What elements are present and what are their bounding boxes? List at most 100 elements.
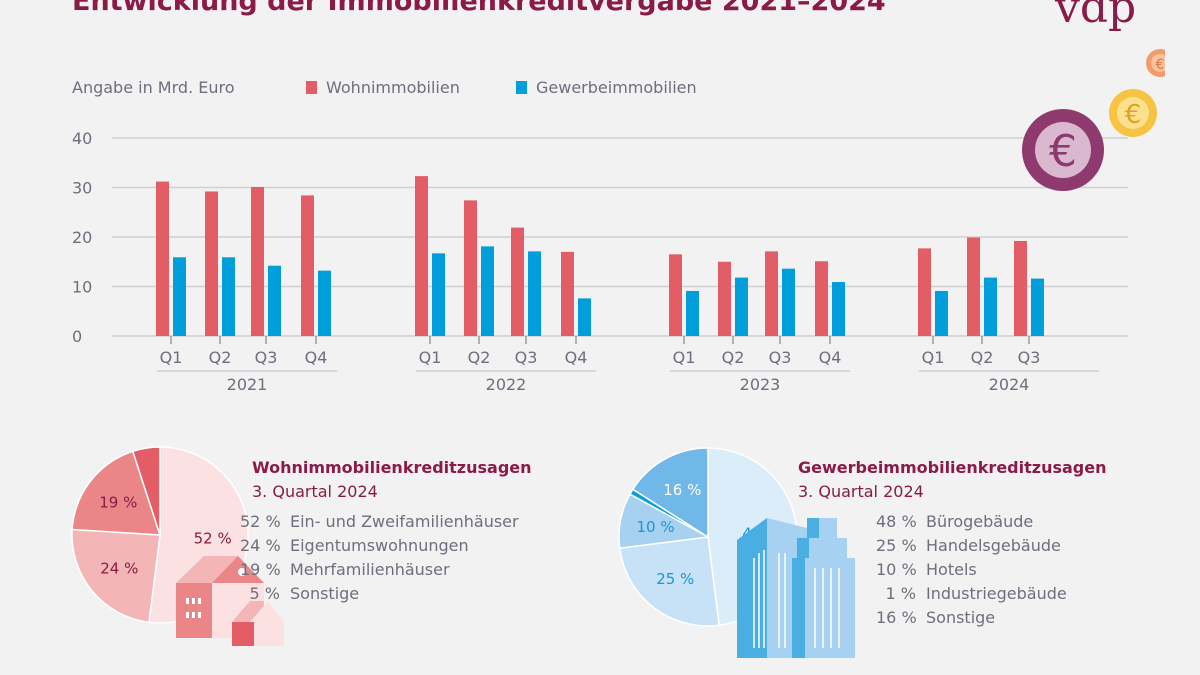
euro-coins-icon: € € € (1022, 49, 1165, 191)
legend-label: Sonstige (926, 608, 996, 627)
bar-gewerbeimmobilien (1031, 278, 1044, 336)
bar-gewerbeimmobilien (222, 257, 235, 336)
bar-wohnimmobilien (205, 191, 218, 336)
bar-gewerbeimmobilien (984, 277, 997, 336)
pie-slice (618, 536, 720, 627)
bar-gewerbeimmobilien (318, 270, 331, 336)
bar-wohnimmobilien (1014, 240, 1027, 336)
legend-swatch (516, 81, 527, 94)
quarter-label: Q1 (673, 348, 696, 367)
quarter-label: Q1 (160, 348, 183, 367)
pie-slice (71, 450, 162, 536)
pie-gewerbe-legend: 48 % Bürogebäude 25 % Handelsgebäude 10 % Hot… (876, 512, 1067, 632)
legend-item: 10 % Hotels (876, 560, 1067, 584)
quarter-label: Q4 (565, 348, 588, 367)
y-tick-label: 10 (72, 278, 92, 297)
legend-label: Gewerbeimmobilien (536, 78, 697, 97)
bar-chart: 0 10 20 30 40 Q1 Q2 Q3 Q4 2021 Q1 Q2 Q3 Q4 2022 Q1 Q2 Q3 Q… (72, 129, 1128, 394)
bar-wohnimmobilien (561, 251, 574, 336)
bar-gewerbeimmobilien (578, 298, 591, 336)
legend-label: Hotels (926, 560, 977, 579)
legend-pct: 48 % (876, 512, 917, 531)
y-axis-unit-label: Angabe in Mrd. Euro (72, 78, 235, 97)
quarter-label: Q2 (722, 348, 745, 367)
y-tick-label: 30 (72, 179, 92, 198)
slice-label: 24 % (100, 560, 138, 578)
pie-subtitle: 3. Quartal 2024 (252, 482, 378, 501)
legend-label: Bürogebäude (926, 512, 1034, 531)
bar-gewerbeimmobilien (173, 257, 186, 336)
legend-item: 52 % Ein- und Zweifamilienhäuser (240, 512, 519, 536)
legend-pct: 52 % (240, 512, 281, 531)
legend-pct: 24 % (240, 536, 281, 555)
bar-wohnimmobilien (967, 237, 980, 336)
bar-wohnimmobilien (511, 227, 524, 336)
bar-wohnimmobilien (415, 176, 428, 336)
legend-item: 5 % Sonstige (240, 584, 519, 608)
legend-pct: 25 % (876, 536, 917, 555)
bar-wohnimmobilien (464, 200, 477, 336)
slice-label: 16 % (663, 481, 701, 499)
slice-label: 52 % (194, 529, 232, 547)
legend-wohnimmobilien: Wohnimmobilien (306, 78, 460, 97)
quarter-label: Q4 (819, 348, 842, 367)
year-label: 2022 (486, 375, 527, 394)
legend-pct: 19 % (240, 560, 281, 579)
legend-label: Industriegebäude (926, 584, 1067, 603)
pie-wohn-heading: Wohnimmobilienkreditzusagen 3. Quartal 2… (252, 458, 532, 501)
legend-pct: 1 % (885, 584, 916, 603)
quarter-label: Q4 (305, 348, 328, 367)
bar-gewerbeimmobilien (268, 265, 281, 336)
legend-gewerbeimmobilien: Gewerbeimmobilien (516, 78, 697, 97)
legend-label: Wohnimmobilien (326, 78, 460, 97)
slice-label: 19 % (99, 494, 137, 512)
pie-slice (131, 446, 161, 536)
bar-gewerbeimmobilien (481, 246, 494, 336)
bar-gewerbeimmobilien (782, 268, 795, 336)
house-illustration (176, 556, 284, 646)
legend-item: 24 % Eigentumswohnungen (240, 536, 519, 560)
pie-slice (71, 528, 161, 624)
y-tick-label: 0 (72, 327, 82, 346)
svg-text:€: € (1049, 126, 1077, 177)
y-tick-label: 40 (72, 129, 92, 148)
quarter-label: Q1 (922, 348, 945, 367)
vdp-logo: vdp (1055, 0, 1137, 33)
office-building-illustration (737, 518, 855, 658)
legend-item: 1 % Industriegebäude (876, 584, 1067, 608)
pie-subtitle: 3. Quartal 2024 (798, 482, 924, 501)
legend-label: Sonstige (290, 584, 360, 603)
legend-label: Mehrfamilienhäuser (290, 560, 450, 579)
bar-gewerbeimmobilien (935, 290, 948, 336)
bar-gewerbeimmobilien (528, 251, 541, 336)
legend-label: Eigentumswohnungen (290, 536, 469, 555)
legend-item: 16 % Sonstige (876, 608, 1067, 632)
y-tick-label: 20 (72, 228, 92, 247)
pie-title: Gewerbeimmobilienkreditzusagen (798, 458, 1107, 477)
pie-wohn-legend: 52 % Ein- und Zweifamilienhäuser 24 % Eigen… (240, 512, 519, 608)
pie-slice (631, 447, 709, 539)
quarter-label: Q2 (209, 348, 232, 367)
legend-item: 19 % Mehrfamilienhäuser (240, 560, 519, 584)
year-label: 2024 (989, 375, 1030, 394)
quarter-label: Q3 (255, 348, 278, 367)
slice-label: 10 % (636, 518, 674, 536)
bar-gewerbeimmobilien (735, 277, 748, 336)
year-label: 2023 (740, 375, 781, 394)
bar-wohnimmobilien (918, 248, 931, 336)
legend-pct: 16 % (876, 608, 917, 627)
slice-label: 25 % (656, 570, 694, 588)
page-title: Entwicklung der Immobilienkreditvergabe … (72, 0, 886, 17)
bar-wohnimmobilien (765, 251, 778, 336)
bar-gewerbeimmobilien (832, 282, 845, 336)
bar-wohnimmobilien (669, 254, 682, 336)
legend-swatch (306, 81, 317, 94)
bar-gewerbeimmobilien (432, 253, 445, 336)
quarter-label: Q3 (769, 348, 792, 367)
quarter-label: Q2 (971, 348, 994, 367)
bar-wohnimmobilien (301, 195, 314, 336)
bar-wohnimmobilien (251, 187, 264, 336)
quarter-label: Q2 (468, 348, 491, 367)
legend-item: 25 % Handelsgebäude (876, 536, 1067, 560)
quarter-label: Q1 (419, 348, 442, 367)
